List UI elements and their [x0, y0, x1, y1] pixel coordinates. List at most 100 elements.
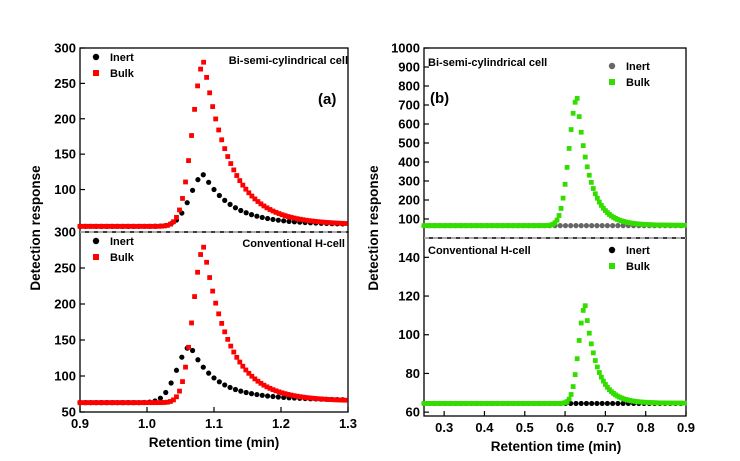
data-point-bulk: [580, 307, 586, 313]
data-point-bulk: [564, 164, 570, 170]
x-tick-label: 0.3: [435, 420, 453, 435]
data-point-inert: [599, 223, 605, 229]
data-point-bulk: [556, 213, 562, 218]
data-point-bulk: [586, 172, 592, 178]
data-point-bulk: [580, 143, 586, 149]
y-tick-label: 300: [54, 41, 76, 56]
data-point-bulk: [318, 219, 324, 225]
y-tick-label: 700: [398, 98, 420, 113]
data-point-bulk: [213, 116, 219, 122]
data-point-bulk: [303, 217, 309, 223]
data-point-bulk: [131, 400, 137, 406]
right-xlabel: Retention time (min): [491, 439, 622, 454]
data-point-bulk: [140, 223, 146, 229]
data-point-bulk: [186, 344, 191, 350]
data-point-inert: [281, 218, 287, 224]
data-point-bulk: [572, 372, 578, 377]
left-xlabel: Retention time (min): [149, 435, 280, 450]
data-point-bulk: [86, 400, 92, 406]
data-point-inert: [578, 400, 584, 407]
data-point-inert: [211, 375, 217, 381]
legend-marker: [92, 237, 100, 245]
data-point-bulk: [152, 400, 158, 406]
panel-a-bottom: 50 100 150 200 250 300 0.9 1.0 1.1 1.2 1.3 Inert Bul…: [54, 225, 357, 432]
data-point-inert: [222, 197, 228, 203]
data-point-inert: [227, 201, 233, 208]
data-point-bulk: [119, 400, 125, 406]
data-point-inert: [594, 400, 600, 407]
data-point-inert: [184, 200, 190, 206]
data-point-bulk: [110, 400, 116, 406]
data-point-bulk: [83, 223, 89, 229]
y-tick-label: 500: [398, 136, 420, 151]
data-point-inert: [562, 223, 569, 229]
y-tick-label: 400: [398, 155, 420, 170]
data-point-inert: [254, 391, 260, 398]
data-point-inert: [222, 382, 228, 388]
data-point-bulk: [189, 133, 194, 138]
data-point-inert: [573, 400, 579, 407]
data-point-bulk: [165, 399, 170, 405]
data-point-bulk: [309, 395, 315, 401]
data-point-bulk: [562, 181, 568, 187]
y-tick-label: 800: [398, 79, 420, 94]
data-point-bulk: [554, 217, 560, 223]
data-point-bulk: [574, 95, 580, 101]
data-point-inert: [195, 357, 201, 363]
data-point-bulk: [318, 396, 324, 402]
data-point-bulk: [95, 223, 101, 229]
data-point-inert: [211, 186, 217, 193]
data-point-bulk: [288, 392, 294, 398]
data-point-bulk: [267, 207, 273, 212]
data-point-bulk: [249, 373, 255, 379]
data-point-bulk: [297, 394, 303, 400]
data-point-bulk: [300, 394, 306, 400]
y-tick-label: 900: [398, 60, 420, 75]
data-point-inert: [216, 192, 222, 199]
data-point-bulk: [210, 288, 216, 294]
data-point-bulk: [107, 223, 113, 229]
data-point-bulk: [282, 213, 288, 219]
x-tick-label: 0.9: [677, 420, 695, 435]
data-point-bulk: [146, 400, 152, 406]
y-tick-label: 250: [54, 76, 76, 91]
data-point-inert: [599, 400, 605, 407]
data-point-bulk: [582, 303, 588, 309]
data-point-bulk: [201, 59, 207, 65]
data-point-bulk: [306, 218, 312, 224]
data-point-bulk: [282, 391, 288, 397]
data-point-bulk: [342, 397, 348, 403]
data-point-bulk: [198, 252, 203, 257]
panel-b-top: 100 200 300 400 500 600 700 800 900 1000 Inert Bulk…: [391, 41, 687, 239]
data-point-bulk: [303, 395, 309, 400]
data-point-bulk: [246, 370, 252, 376]
panel-letter: (b): [430, 90, 449, 107]
data-point-inert: [243, 389, 249, 396]
data-point-bulk: [125, 400, 131, 406]
data-point-inert: [248, 212, 255, 218]
data-point-bulk: [261, 382, 267, 388]
data-point-inert: [200, 172, 206, 178]
legend-label: Inert: [110, 236, 134, 248]
panel-annotation: Conventional H-cell: [428, 245, 531, 257]
data-point-bulk: [264, 384, 270, 390]
data-point-bulk: [104, 223, 110, 229]
data-point-bulk: [590, 186, 596, 191]
data-point-bulk: [171, 397, 176, 403]
data-point-bulk: [201, 244, 207, 250]
data-point-inert: [227, 384, 233, 391]
x-tick-label: 1.1: [205, 416, 223, 431]
data-point-bulk: [576, 338, 582, 343]
data-point-bulk: [213, 300, 219, 306]
data-point-bulk: [146, 223, 152, 229]
data-point-inert: [259, 214, 265, 221]
data-point-bulk: [168, 221, 173, 227]
legend-label: Bulk: [626, 77, 651, 89]
data-point-bulk: [113, 223, 119, 229]
data-point-inert: [615, 400, 621, 407]
data-point-bulk: [77, 223, 83, 229]
legend-marker: [608, 62, 616, 70]
data-point-bulk: [237, 359, 243, 365]
panel-letter: (a): [318, 91, 336, 108]
data-point-inert: [157, 395, 163, 401]
